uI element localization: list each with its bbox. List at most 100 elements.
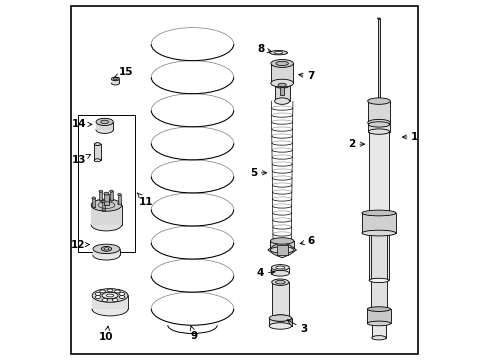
Ellipse shape: [278, 83, 285, 87]
Bar: [361, 213, 395, 233]
Ellipse shape: [111, 77, 119, 81]
Ellipse shape: [92, 197, 95, 199]
Ellipse shape: [367, 129, 389, 134]
Ellipse shape: [361, 210, 395, 216]
Ellipse shape: [95, 292, 101, 295]
Bar: [99, 191, 102, 200]
Ellipse shape: [119, 296, 124, 298]
Ellipse shape: [271, 270, 289, 276]
Ellipse shape: [99, 199, 102, 201]
Bar: [92, 296, 128, 309]
Ellipse shape: [104, 248, 109, 250]
Ellipse shape: [275, 61, 288, 66]
Ellipse shape: [269, 50, 287, 55]
Ellipse shape: [99, 190, 102, 192]
Ellipse shape: [111, 81, 119, 85]
Ellipse shape: [119, 292, 124, 295]
Ellipse shape: [101, 120, 108, 123]
Text: 14: 14: [71, 120, 92, 129]
Ellipse shape: [107, 289, 113, 292]
Bar: [370, 233, 386, 309]
Text: 13: 13: [71, 154, 90, 165]
Bar: [91, 205, 122, 225]
Ellipse shape: [271, 279, 288, 285]
Ellipse shape: [270, 59, 293, 67]
Ellipse shape: [101, 247, 111, 251]
Ellipse shape: [94, 143, 101, 145]
Ellipse shape: [274, 51, 282, 54]
Ellipse shape: [102, 209, 105, 211]
Ellipse shape: [268, 323, 291, 329]
Ellipse shape: [113, 78, 117, 80]
Text: 1: 1: [402, 132, 418, 142]
Text: 11: 11: [137, 193, 153, 207]
Bar: [367, 101, 389, 123]
Bar: [367, 125, 389, 132]
Ellipse shape: [270, 247, 293, 253]
Bar: [270, 63, 293, 83]
Ellipse shape: [92, 206, 95, 208]
Ellipse shape: [268, 315, 291, 321]
Bar: [96, 122, 113, 130]
Ellipse shape: [91, 199, 122, 211]
Ellipse shape: [91, 219, 122, 231]
Text: 9: 9: [190, 326, 198, 341]
Ellipse shape: [104, 192, 109, 195]
Ellipse shape: [96, 118, 113, 126]
Bar: [104, 194, 109, 205]
Bar: [377, 19, 380, 101]
Text: 10: 10: [99, 326, 113, 342]
Ellipse shape: [106, 294, 113, 297]
Ellipse shape: [367, 122, 389, 127]
Bar: [110, 191, 113, 200]
Ellipse shape: [275, 280, 285, 284]
Bar: [93, 249, 120, 255]
Ellipse shape: [274, 82, 289, 88]
Bar: [118, 194, 121, 203]
Ellipse shape: [275, 266, 285, 269]
Ellipse shape: [102, 299, 107, 301]
Text: 7: 7: [298, 71, 314, 81]
Bar: [276, 244, 287, 255]
Bar: [102, 201, 105, 210]
Ellipse shape: [271, 315, 288, 321]
Ellipse shape: [92, 302, 128, 316]
Ellipse shape: [367, 98, 389, 104]
Ellipse shape: [361, 230, 395, 236]
Ellipse shape: [371, 336, 386, 340]
Ellipse shape: [95, 296, 101, 298]
Text: 3: 3: [286, 320, 306, 334]
Ellipse shape: [118, 193, 121, 195]
Ellipse shape: [367, 120, 389, 126]
Ellipse shape: [270, 238, 293, 244]
Bar: [366, 309, 390, 323]
Ellipse shape: [377, 18, 380, 19]
Ellipse shape: [109, 199, 113, 201]
Text: 15: 15: [114, 67, 133, 78]
Text: 8: 8: [257, 44, 271, 54]
Bar: [271, 282, 288, 318]
Ellipse shape: [368, 278, 388, 283]
Ellipse shape: [94, 159, 101, 162]
Ellipse shape: [271, 265, 289, 270]
Ellipse shape: [112, 299, 118, 301]
Text: 12: 12: [70, 239, 89, 249]
Ellipse shape: [274, 98, 289, 104]
Ellipse shape: [368, 130, 388, 134]
Ellipse shape: [118, 202, 121, 204]
Bar: [274, 85, 289, 101]
Ellipse shape: [109, 190, 113, 192]
Text: 2: 2: [348, 139, 364, 149]
Ellipse shape: [366, 307, 390, 311]
Bar: [371, 323, 386, 338]
Polygon shape: [267, 242, 296, 258]
Text: 6: 6: [300, 236, 314, 246]
Ellipse shape: [92, 289, 128, 302]
Text: 5: 5: [249, 168, 266, 178]
Bar: [94, 144, 101, 160]
Ellipse shape: [102, 200, 105, 202]
Bar: [368, 132, 388, 280]
Ellipse shape: [366, 321, 390, 326]
Bar: [111, 79, 119, 83]
Text: 4: 4: [256, 268, 274, 278]
